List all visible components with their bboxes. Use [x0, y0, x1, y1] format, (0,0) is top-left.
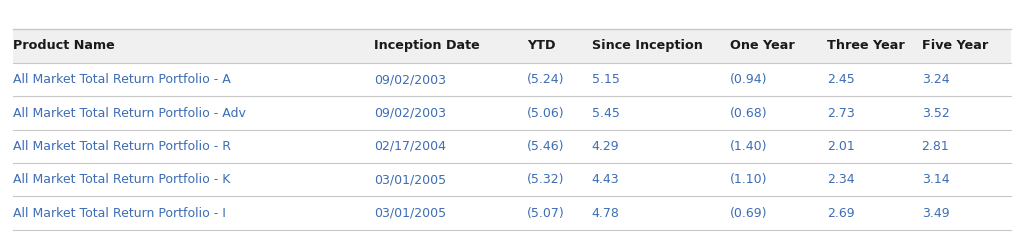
Text: 4.29: 4.29 [592, 140, 620, 153]
Text: (1.10): (1.10) [730, 173, 768, 186]
Text: Since Inception: Since Inception [592, 39, 702, 52]
Text: 2.34: 2.34 [827, 173, 855, 186]
Text: All Market Total Return Portfolio - K: All Market Total Return Portfolio - K [13, 173, 230, 186]
Text: (0.94): (0.94) [730, 73, 768, 86]
Text: 4.78: 4.78 [592, 207, 620, 219]
Text: (0.68): (0.68) [730, 107, 768, 119]
Text: (1.40): (1.40) [730, 140, 768, 153]
Text: All Market Total Return Portfolio - I: All Market Total Return Portfolio - I [13, 207, 226, 219]
Text: 09/02/2003: 09/02/2003 [374, 73, 445, 86]
Text: YTD: YTD [527, 39, 556, 52]
Text: Five Year: Five Year [922, 39, 988, 52]
Text: All Market Total Return Portfolio - A: All Market Total Return Portfolio - A [13, 73, 231, 86]
Text: 4.43: 4.43 [592, 173, 620, 186]
Text: 2.81: 2.81 [922, 140, 949, 153]
Text: 2.45: 2.45 [827, 73, 855, 86]
Text: 5.15: 5.15 [592, 73, 620, 86]
Text: 2.73: 2.73 [827, 107, 855, 119]
Text: (5.46): (5.46) [527, 140, 565, 153]
Text: 03/01/2005: 03/01/2005 [374, 173, 445, 186]
Text: 2.01: 2.01 [827, 140, 855, 153]
Text: 3.49: 3.49 [922, 207, 949, 219]
Text: All Market Total Return Portfolio - Adv: All Market Total Return Portfolio - Adv [13, 107, 246, 119]
Text: (5.07): (5.07) [527, 207, 565, 219]
Text: Three Year: Three Year [827, 39, 905, 52]
Text: (5.06): (5.06) [527, 107, 565, 119]
Text: 3.52: 3.52 [922, 107, 949, 119]
Text: 5.45: 5.45 [592, 107, 620, 119]
Text: All Market Total Return Portfolio - R: All Market Total Return Portfolio - R [13, 140, 231, 153]
Text: 02/17/2004: 02/17/2004 [374, 140, 445, 153]
Text: Inception Date: Inception Date [374, 39, 479, 52]
Text: 2.69: 2.69 [827, 207, 855, 219]
Text: 3.24: 3.24 [922, 73, 949, 86]
Text: 3.14: 3.14 [922, 173, 949, 186]
Text: One Year: One Year [730, 39, 795, 52]
Text: (0.69): (0.69) [730, 207, 768, 219]
FancyBboxPatch shape [13, 29, 1011, 63]
Text: 09/02/2003: 09/02/2003 [374, 107, 445, 119]
Text: Product Name: Product Name [13, 39, 115, 52]
Text: 03/01/2005: 03/01/2005 [374, 207, 445, 219]
Text: (5.24): (5.24) [527, 73, 565, 86]
Text: (5.32): (5.32) [527, 173, 565, 186]
